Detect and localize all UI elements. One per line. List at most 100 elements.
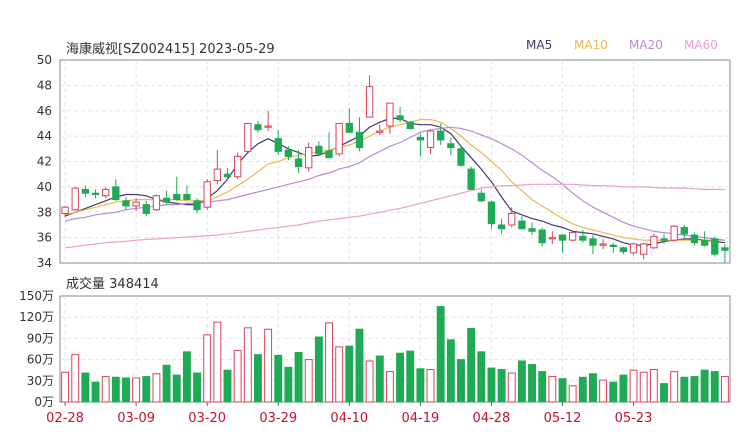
volume-bar — [254, 354, 262, 403]
candle-body — [497, 224, 506, 230]
candle-body — [234, 155, 242, 178]
volume-bar — [507, 372, 516, 403]
candle-body — [315, 145, 323, 155]
volume-bar — [101, 376, 110, 403]
candle-body — [122, 200, 130, 207]
volume-bar — [314, 336, 323, 403]
candle-body — [264, 125, 272, 128]
candle-body — [274, 138, 282, 152]
volume-bar — [284, 366, 293, 403]
candle-body — [81, 188, 90, 194]
candle-body — [183, 193, 191, 201]
candle-body — [244, 122, 252, 152]
date-tick-label: 02-28 — [46, 411, 84, 426]
volume-tick-label: 90万 — [27, 331, 54, 345]
candle-body — [558, 234, 567, 241]
date-tick-label: 03-29 — [259, 411, 297, 426]
candle-body — [193, 200, 201, 211]
volume-bar — [365, 360, 374, 403]
volume-bar — [396, 352, 405, 403]
ma-line-ma60 — [65, 183, 725, 249]
chart-title: 海康威视[SZ002415] 2023-05-29 — [66, 42, 275, 57]
price-tick-label: 40 — [37, 180, 52, 194]
candle-body — [619, 247, 628, 253]
volume-bar — [548, 376, 557, 403]
candle-body — [528, 228, 536, 232]
volume-bar — [416, 368, 425, 403]
volume-bar — [385, 371, 394, 403]
volume-bar — [132, 377, 141, 403]
candle-body — [223, 173, 232, 178]
volume-bar — [619, 374, 628, 403]
volume-title-value: 348414 — [109, 277, 159, 292]
volume-tick-label: 120万 — [19, 310, 54, 324]
volume-bar — [497, 368, 506, 403]
volume-tick-label: 30万 — [27, 374, 54, 388]
candle-body — [650, 235, 658, 249]
candle-body — [406, 121, 414, 130]
volume-bar — [589, 373, 597, 403]
volume-bar — [558, 378, 567, 403]
candle-body — [254, 124, 262, 131]
volume-bar — [193, 372, 201, 403]
volume-bar — [274, 354, 283, 403]
candle-body — [102, 188, 110, 197]
candle-body — [376, 130, 384, 133]
ma-line-ma5 — [64, 117, 725, 246]
legend-ma60: MA60 — [684, 38, 718, 52]
candle-body — [447, 143, 455, 149]
candle-body — [670, 225, 678, 241]
volume-bar — [375, 355, 384, 403]
candle-body — [325, 150, 333, 159]
candle-body — [142, 204, 150, 215]
volume-bar — [243, 327, 252, 403]
candle-body — [548, 237, 556, 240]
legend-ma20: MA20 — [629, 38, 663, 52]
volume-bar — [71, 354, 80, 403]
volume-bar — [700, 369, 709, 403]
candle-body — [132, 201, 140, 207]
candle-body — [589, 238, 597, 246]
date-tick-label: 03-20 — [188, 411, 226, 426]
volume-bar — [152, 373, 161, 403]
price-tick-label: 36 — [37, 231, 52, 245]
candle-body — [690, 234, 699, 244]
price-tick-label: 34 — [37, 256, 52, 270]
volume-bar — [223, 369, 232, 403]
volume-bar — [599, 379, 608, 403]
volume-bar — [233, 349, 242, 403]
volume-title: 成交量 348414 — [66, 273, 159, 292]
candle-body — [396, 115, 404, 121]
volume-tick-label: 150万 — [19, 289, 54, 303]
candle-body — [700, 239, 709, 246]
candle-body — [294, 158, 303, 168]
volume-bar — [538, 371, 547, 403]
volume-bar — [720, 376, 729, 403]
volume-bar — [680, 376, 689, 403]
candle-body — [203, 181, 211, 208]
volume-bar — [172, 374, 181, 403]
volume-bar — [81, 372, 90, 403]
volume-tick-label: 60万 — [27, 353, 54, 367]
volume-bar — [710, 371, 719, 403]
date-tick-label: 04-28 — [473, 411, 511, 426]
candle-body — [71, 187, 79, 211]
candle-body — [579, 235, 587, 241]
candle-body — [284, 149, 293, 157]
volume-bar — [294, 352, 303, 403]
date-tick-label: 03-09 — [117, 411, 155, 426]
ma-line-ma10 — [64, 118, 725, 241]
candle-body — [173, 193, 181, 201]
volume-bar — [91, 381, 100, 403]
candle-body — [61, 206, 69, 215]
volume-bar — [578, 376, 587, 403]
candle-body — [629, 243, 638, 254]
volume-bar — [477, 351, 486, 403]
candle-body — [152, 195, 161, 211]
date-tick-label: 05-12 — [544, 411, 582, 426]
volume-bar — [304, 359, 313, 403]
volume-bar — [568, 385, 577, 403]
volume-bar — [670, 371, 679, 403]
volume-bar — [325, 322, 333, 403]
volume-bar — [436, 306, 445, 403]
